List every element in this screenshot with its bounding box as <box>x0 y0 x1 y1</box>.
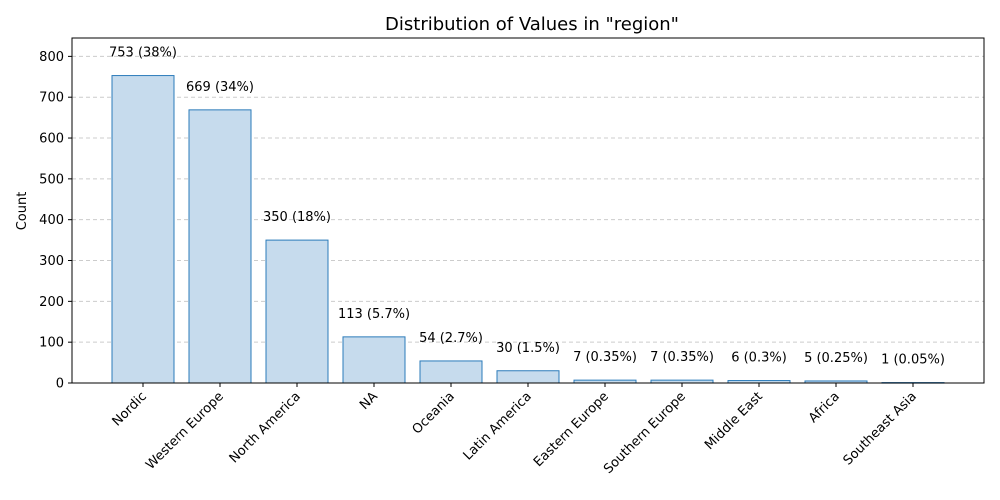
y-tick-label: 800 <box>39 50 64 65</box>
x-tick-label: Oceania <box>410 389 458 437</box>
x-tick-label: Southeast Asia <box>841 389 920 468</box>
x-tick-label: Nordic <box>110 389 150 429</box>
x-tick-label: Western Europe <box>143 389 227 473</box>
x-tick-label: Eastern Europe <box>531 389 612 470</box>
bar <box>342 336 406 384</box>
y-tick-label: 0 <box>56 377 64 392</box>
y-tick-label: 500 <box>39 172 64 187</box>
chart-title: Distribution of Values in "region" <box>385 14 679 35</box>
bar <box>188 109 252 384</box>
data-label: 7 (0.35%) <box>650 350 714 365</box>
data-label: 1 (0.05%) <box>881 353 945 368</box>
y-tick-label: 700 <box>39 91 64 106</box>
bar <box>419 360 483 384</box>
x-tick-label: Latin America <box>461 389 535 463</box>
y-tick-label: 600 <box>39 132 64 147</box>
y-tick-label: 200 <box>39 295 64 310</box>
x-tick-label: NA <box>357 389 381 413</box>
x-tick-label: Africa <box>806 389 843 426</box>
bar <box>111 75 175 384</box>
plot-frame <box>71 37 985 384</box>
data-label: 113 (5.7%) <box>338 307 410 322</box>
x-tick-label: Middle East <box>702 389 766 453</box>
grid-lines <box>72 55 984 343</box>
data-label: 753 (38%) <box>109 46 177 61</box>
bar <box>265 239 329 384</box>
data-label: 30 (1.5%) <box>496 341 560 356</box>
y-tick-label: 400 <box>39 213 64 228</box>
y-tick-label: 300 <box>39 254 64 269</box>
y-axis-label: Count <box>15 192 30 231</box>
x-tick-label: North America <box>227 389 304 466</box>
data-labels: 753 (38%) 669 (34%) 350 (18%) 113 (5.7%) 54 … <box>109 46 945 368</box>
y-tick-label: 100 <box>39 336 64 351</box>
bar <box>496 370 560 384</box>
data-label: 6 (0.3%) <box>731 351 787 366</box>
data-label: 669 (34%) <box>186 80 254 95</box>
data-label: 350 (18%) <box>263 210 331 225</box>
data-label: 5 (0.25%) <box>804 351 868 366</box>
data-label: 7 (0.35%) <box>573 350 637 365</box>
bars <box>111 75 945 384</box>
x-tick-label: Southern Europe <box>601 389 689 477</box>
data-label: 54 (2.7%) <box>419 331 483 346</box>
